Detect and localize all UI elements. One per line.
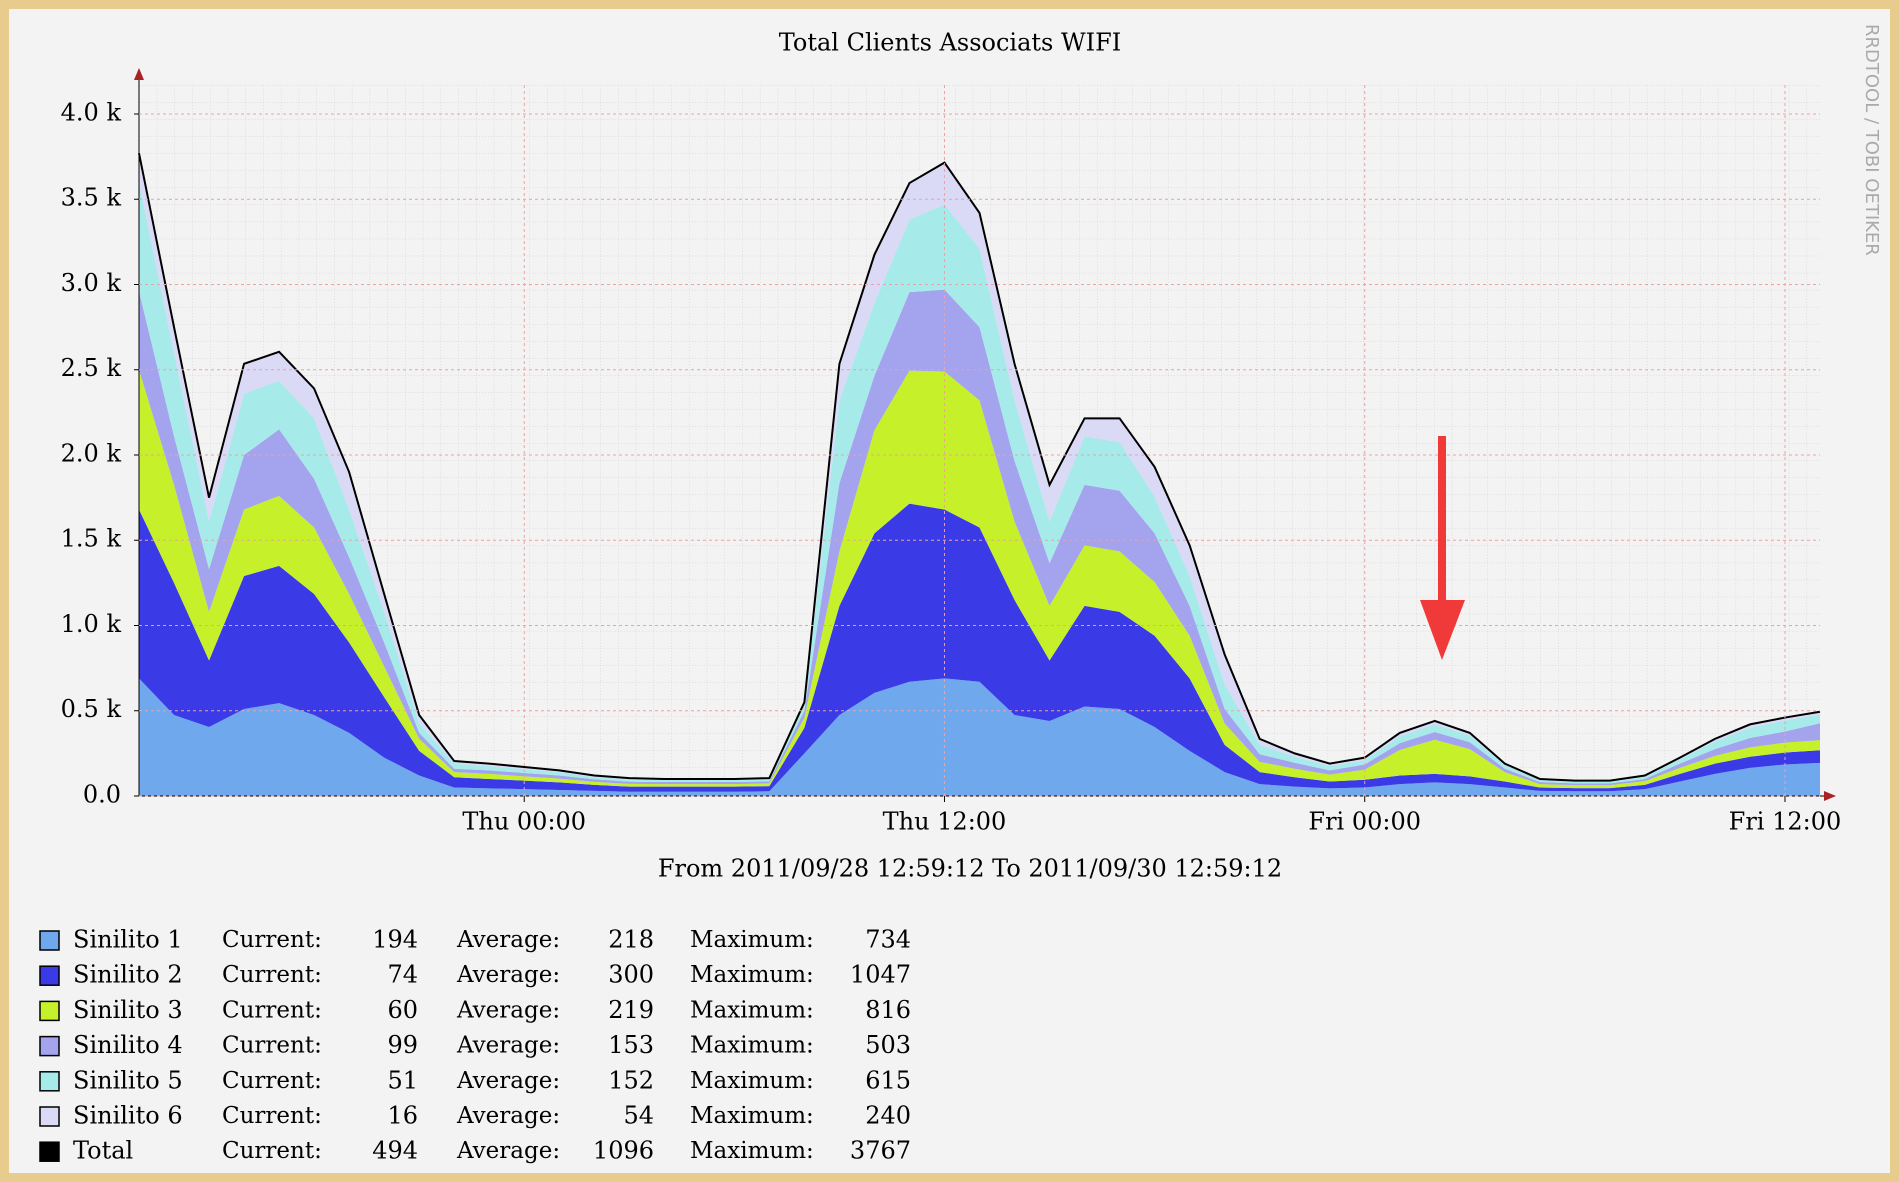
legend-name: Sinilito 1: [73, 926, 183, 954]
area: [139, 182, 1820, 784]
legend-label: Current:: [222, 1033, 322, 1059]
y-tick-label: 0.5 k: [61, 695, 122, 723]
legend-label: Current:: [222, 1103, 322, 1129]
legend-label: Average:: [456, 962, 560, 988]
y-tick-label: 1.0 k: [61, 610, 122, 638]
legend-name: Sinilito 5: [73, 1066, 183, 1094]
legend-value: 16: [387, 1102, 418, 1130]
y-tick-label: 1.5 k: [61, 525, 122, 553]
legend-label: Maximum:: [690, 927, 814, 953]
legend-label: Maximum:: [690, 1068, 814, 1094]
area: [139, 289, 1820, 786]
y-tick-label: 4.0 k: [61, 98, 122, 126]
legend-swatch: [39, 1106, 60, 1127]
legend-value: 1047: [850, 961, 911, 989]
legend-label: Maximum:: [690, 997, 814, 1023]
legend-name: Sinilito 2: [73, 961, 183, 989]
y-tick-label: 2.0 k: [61, 439, 122, 467]
legend-swatch: [39, 930, 60, 951]
legend-value: 60: [387, 996, 418, 1024]
area: [139, 369, 1820, 789]
legend-value: 51: [387, 1066, 418, 1094]
x-axis-arrow: [1824, 791, 1836, 801]
legend-name: Sinilito 3: [73, 996, 183, 1024]
legend-value: 816: [865, 996, 911, 1024]
legend-swatch: [39, 965, 60, 986]
subtitle: From 2011/09/28 12:59:12 To 2011/09/30 1…: [658, 855, 1282, 883]
legend-value: 734: [865, 926, 911, 954]
legend-name: Sinilito 4: [73, 1031, 183, 1059]
legend-value: 153: [608, 1031, 654, 1059]
legend-value: 218: [608, 926, 654, 954]
legend-label: Maximum:: [690, 962, 814, 988]
legend-value: 74: [387, 961, 418, 989]
legend-label: Current:: [222, 927, 322, 953]
legend-value: 300: [608, 961, 654, 989]
y-tick-label: 0.0: [83, 781, 121, 809]
legend-swatch: [39, 1141, 60, 1162]
y-tick-label: 3.0 k: [61, 269, 122, 297]
legend-value: 152: [608, 1066, 654, 1094]
legend-label: Average:: [456, 997, 560, 1023]
legend-name: Sinilito 6: [73, 1102, 183, 1130]
legend-swatch: [39, 1000, 60, 1022]
x-tick-label: Fri 12:00: [1729, 808, 1842, 836]
area: [139, 503, 1820, 792]
legend-value: 494: [372, 1137, 418, 1165]
total-line: [138, 153, 1821, 782]
legend-label: Maximum:: [690, 1033, 814, 1059]
legend-value: 503: [865, 1031, 911, 1059]
legend-label: Maximum:: [690, 1103, 814, 1129]
legend-swatch: [39, 1035, 60, 1057]
x-tick-label: Thu 00:00: [462, 808, 586, 836]
y-tick-label: 2.5 k: [61, 354, 122, 382]
legend-value: 219: [608, 996, 654, 1024]
legend-swatch: [39, 1071, 60, 1092]
legend-value: 3767: [850, 1137, 911, 1165]
y-axis-arrow: [134, 68, 144, 80]
legend-label: Current:: [222, 1068, 322, 1094]
legend-value: 1096: [593, 1137, 654, 1165]
area: [139, 678, 1820, 796]
legend-value: 54: [623, 1102, 654, 1130]
legend-value: 194: [372, 926, 418, 954]
annotation-arrow: [1420, 436, 1465, 660]
legend-label: Average:: [456, 1103, 560, 1129]
x-tick-label: Fri 00:00: [1308, 808, 1421, 836]
legend-label: Average:: [456, 1138, 560, 1164]
chart-title: Total Clients Associats WIFI: [779, 29, 1122, 57]
legend-value: 99: [387, 1031, 418, 1059]
watermark: RRDTOOL / TOBI OETIKER: [1861, 24, 1882, 256]
legend-value: 240: [865, 1102, 911, 1130]
plot: [138, 153, 1821, 796]
legend-label: Average:: [456, 927, 560, 953]
y-tick-label: 3.5 k: [61, 184, 122, 212]
legend-label: Average:: [456, 1068, 560, 1094]
legend-label: Current:: [222, 962, 322, 988]
legend-label: Average:: [456, 1033, 560, 1059]
legend-label: Current:: [222, 997, 322, 1023]
legend-label: Maximum:: [690, 1138, 814, 1164]
x-tick-label: Thu 12:00: [883, 808, 1007, 836]
legend-value: 615: [865, 1066, 911, 1094]
legend-label: Current:: [222, 1138, 322, 1164]
legend-name: Total: [73, 1137, 133, 1165]
